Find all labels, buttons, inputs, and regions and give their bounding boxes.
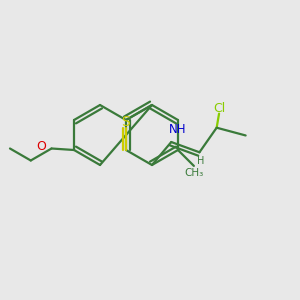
Text: NH: NH	[169, 123, 186, 136]
Text: Cl: Cl	[213, 102, 225, 115]
Text: H: H	[197, 156, 205, 166]
Text: S: S	[122, 115, 130, 129]
Text: O: O	[36, 140, 46, 154]
Text: CH₃: CH₃	[185, 167, 204, 178]
